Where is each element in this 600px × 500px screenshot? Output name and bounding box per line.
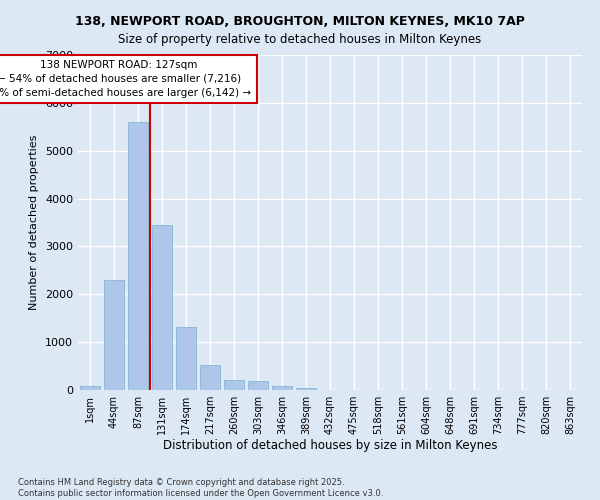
Bar: [200, 365, 220, 390]
Bar: [80, 386, 100, 390]
X-axis label: Distribution of detached houses by size in Milton Keynes: Distribution of detached houses by size …: [163, 438, 497, 452]
Text: Size of property relative to detached houses in Milton Keynes: Size of property relative to detached ho…: [118, 32, 482, 46]
Y-axis label: Number of detached properties: Number of detached properties: [29, 135, 40, 310]
Text: Contains HM Land Registry data © Crown copyright and database right 2025.
Contai: Contains HM Land Registry data © Crown c…: [18, 478, 383, 498]
Bar: [248, 381, 268, 390]
Bar: [104, 280, 124, 390]
Bar: [152, 225, 172, 390]
Bar: [224, 380, 244, 390]
Bar: [128, 122, 148, 390]
Text: 138 NEWPORT ROAD: 127sqm
← 54% of detached houses are smaller (7,216)
46% of sem: 138 NEWPORT ROAD: 127sqm ← 54% of detach…: [0, 60, 251, 98]
Bar: [272, 386, 292, 390]
Bar: [296, 388, 316, 390]
Text: 138, NEWPORT ROAD, BROUGHTON, MILTON KEYNES, MK10 7AP: 138, NEWPORT ROAD, BROUGHTON, MILTON KEY…: [75, 15, 525, 28]
Bar: [176, 327, 196, 390]
